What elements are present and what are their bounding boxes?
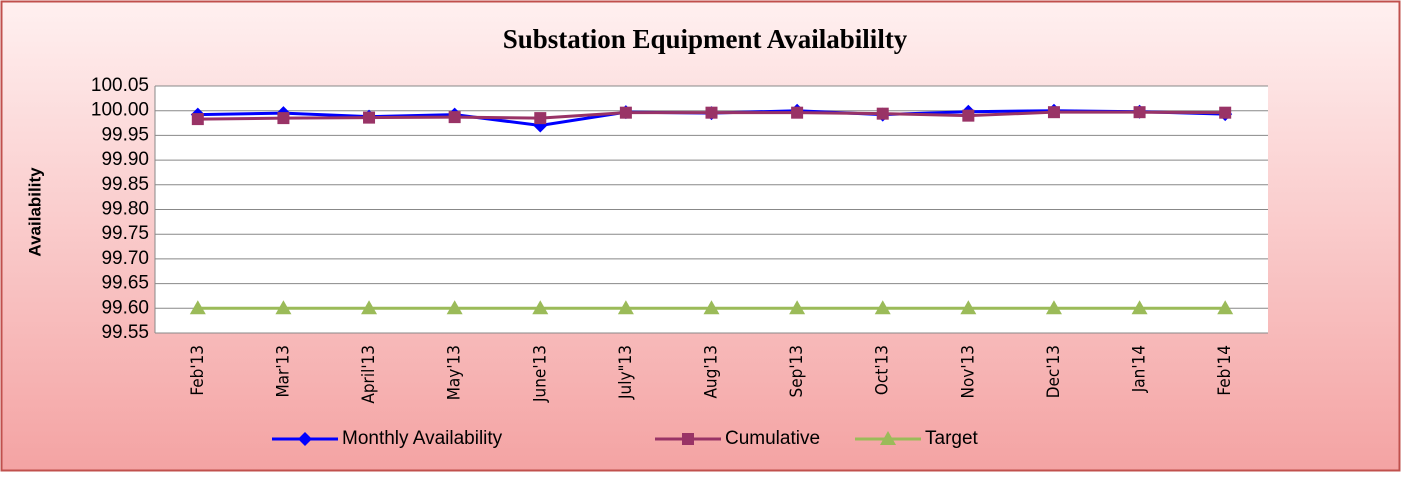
- x-tick-label: June'13: [530, 345, 550, 403]
- y-tick-label: 100.00: [91, 100, 149, 121]
- marker: [361, 300, 378, 315]
- marker: [189, 300, 206, 315]
- marker: [532, 300, 549, 315]
- legend-label: Cumulative: [725, 428, 820, 449]
- marker: [703, 300, 720, 315]
- marker: [446, 300, 463, 315]
- y-tick-label: 99.55: [101, 322, 149, 343]
- y-tick-label: 99.95: [101, 124, 149, 145]
- x-tick-label: Feb'13: [188, 345, 208, 396]
- x-tick-label: Aug'13: [702, 345, 722, 399]
- x-tick-label: Feb'14: [1215, 345, 1235, 396]
- marker: [619, 106, 632, 119]
- marker: [534, 112, 547, 125]
- y-tick-label: 99.85: [101, 174, 149, 195]
- chart-title: Substation Equipment Availabililty: [503, 24, 908, 54]
- marker: [1133, 106, 1146, 119]
- x-tick-label: April'13: [359, 345, 379, 404]
- x-tick-label: Dec'13: [1044, 345, 1064, 398]
- y-tick-label: 99.80: [101, 199, 149, 220]
- y-tick-label: 99.75: [101, 223, 149, 244]
- marker: [275, 300, 292, 315]
- x-tick-label: Oct'13: [873, 345, 893, 395]
- marker: [962, 109, 975, 122]
- marker: [1131, 300, 1148, 315]
- marker: [874, 300, 891, 315]
- x-tick-label: July"13: [616, 345, 636, 400]
- y-tick-label: 99.60: [101, 297, 149, 318]
- legend-marker: [298, 432, 312, 446]
- y-tick-label: 99.65: [101, 273, 149, 294]
- marker: [448, 111, 461, 124]
- marker: [960, 300, 977, 315]
- y-tick-label: 99.90: [101, 149, 149, 170]
- x-tick-label: Nov'13: [958, 345, 978, 399]
- marker: [1217, 300, 1234, 315]
- marker: [705, 106, 718, 119]
- y-axis-label: Availability: [25, 167, 44, 257]
- legend-label: Target: [925, 428, 979, 449]
- marker: [1045, 300, 1062, 315]
- marker: [191, 113, 204, 126]
- y-tick-label: 100.05: [91, 75, 149, 96]
- x-tick-label: Mar'13: [273, 345, 293, 398]
- marker: [1219, 106, 1232, 119]
- marker: [876, 107, 889, 120]
- legend-marker: [880, 431, 896, 445]
- marker: [363, 111, 376, 124]
- marker: [617, 300, 634, 315]
- x-tick-label: Jan'14: [1130, 345, 1150, 393]
- marker: [789, 300, 806, 315]
- marker: [791, 106, 804, 119]
- marker: [277, 112, 290, 125]
- legend-label: Monthly Availability: [342, 428, 503, 449]
- x-tick-label: Sep'13: [787, 345, 807, 398]
- marker: [1047, 106, 1060, 119]
- legend-marker: [682, 433, 694, 445]
- y-tick-label: 99.70: [101, 248, 149, 269]
- x-tick-label: May'13: [445, 345, 465, 400]
